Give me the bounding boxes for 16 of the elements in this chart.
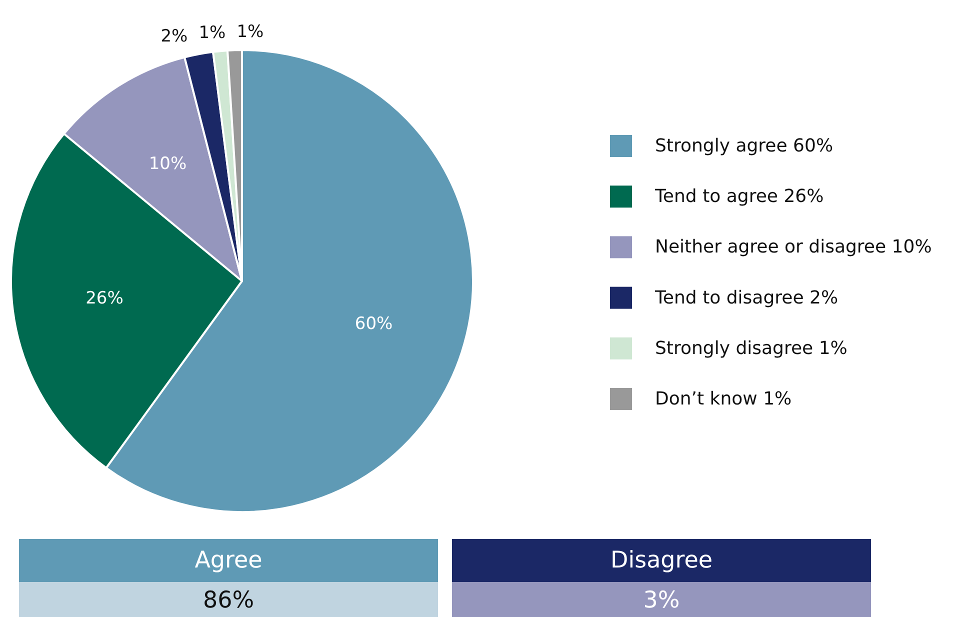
data-label: 1% [236,22,264,42]
data-label: 3% [643,588,680,614]
data-label: 10% [148,154,187,174]
category-label: Disagree [610,548,713,574]
legend-label: Neither agree or disagree 10% [655,236,932,258]
data-label: 1% [198,23,226,44]
legend-label: Tend to agree 26% [654,186,824,208]
legend-label: Don’t know 1% [655,388,792,410]
data-label: 26% [86,288,124,308]
data-label: 60% [354,314,393,334]
legend-label: Strongly agree 60% [655,136,834,156]
data-label: 86% [202,588,254,614]
legend-label: Tend to disagree 2% [654,287,838,308]
category-label: Agree [194,548,262,574]
legend-label: Strongly disagree 1% [655,338,848,359]
data-label: 2% [160,26,188,46]
